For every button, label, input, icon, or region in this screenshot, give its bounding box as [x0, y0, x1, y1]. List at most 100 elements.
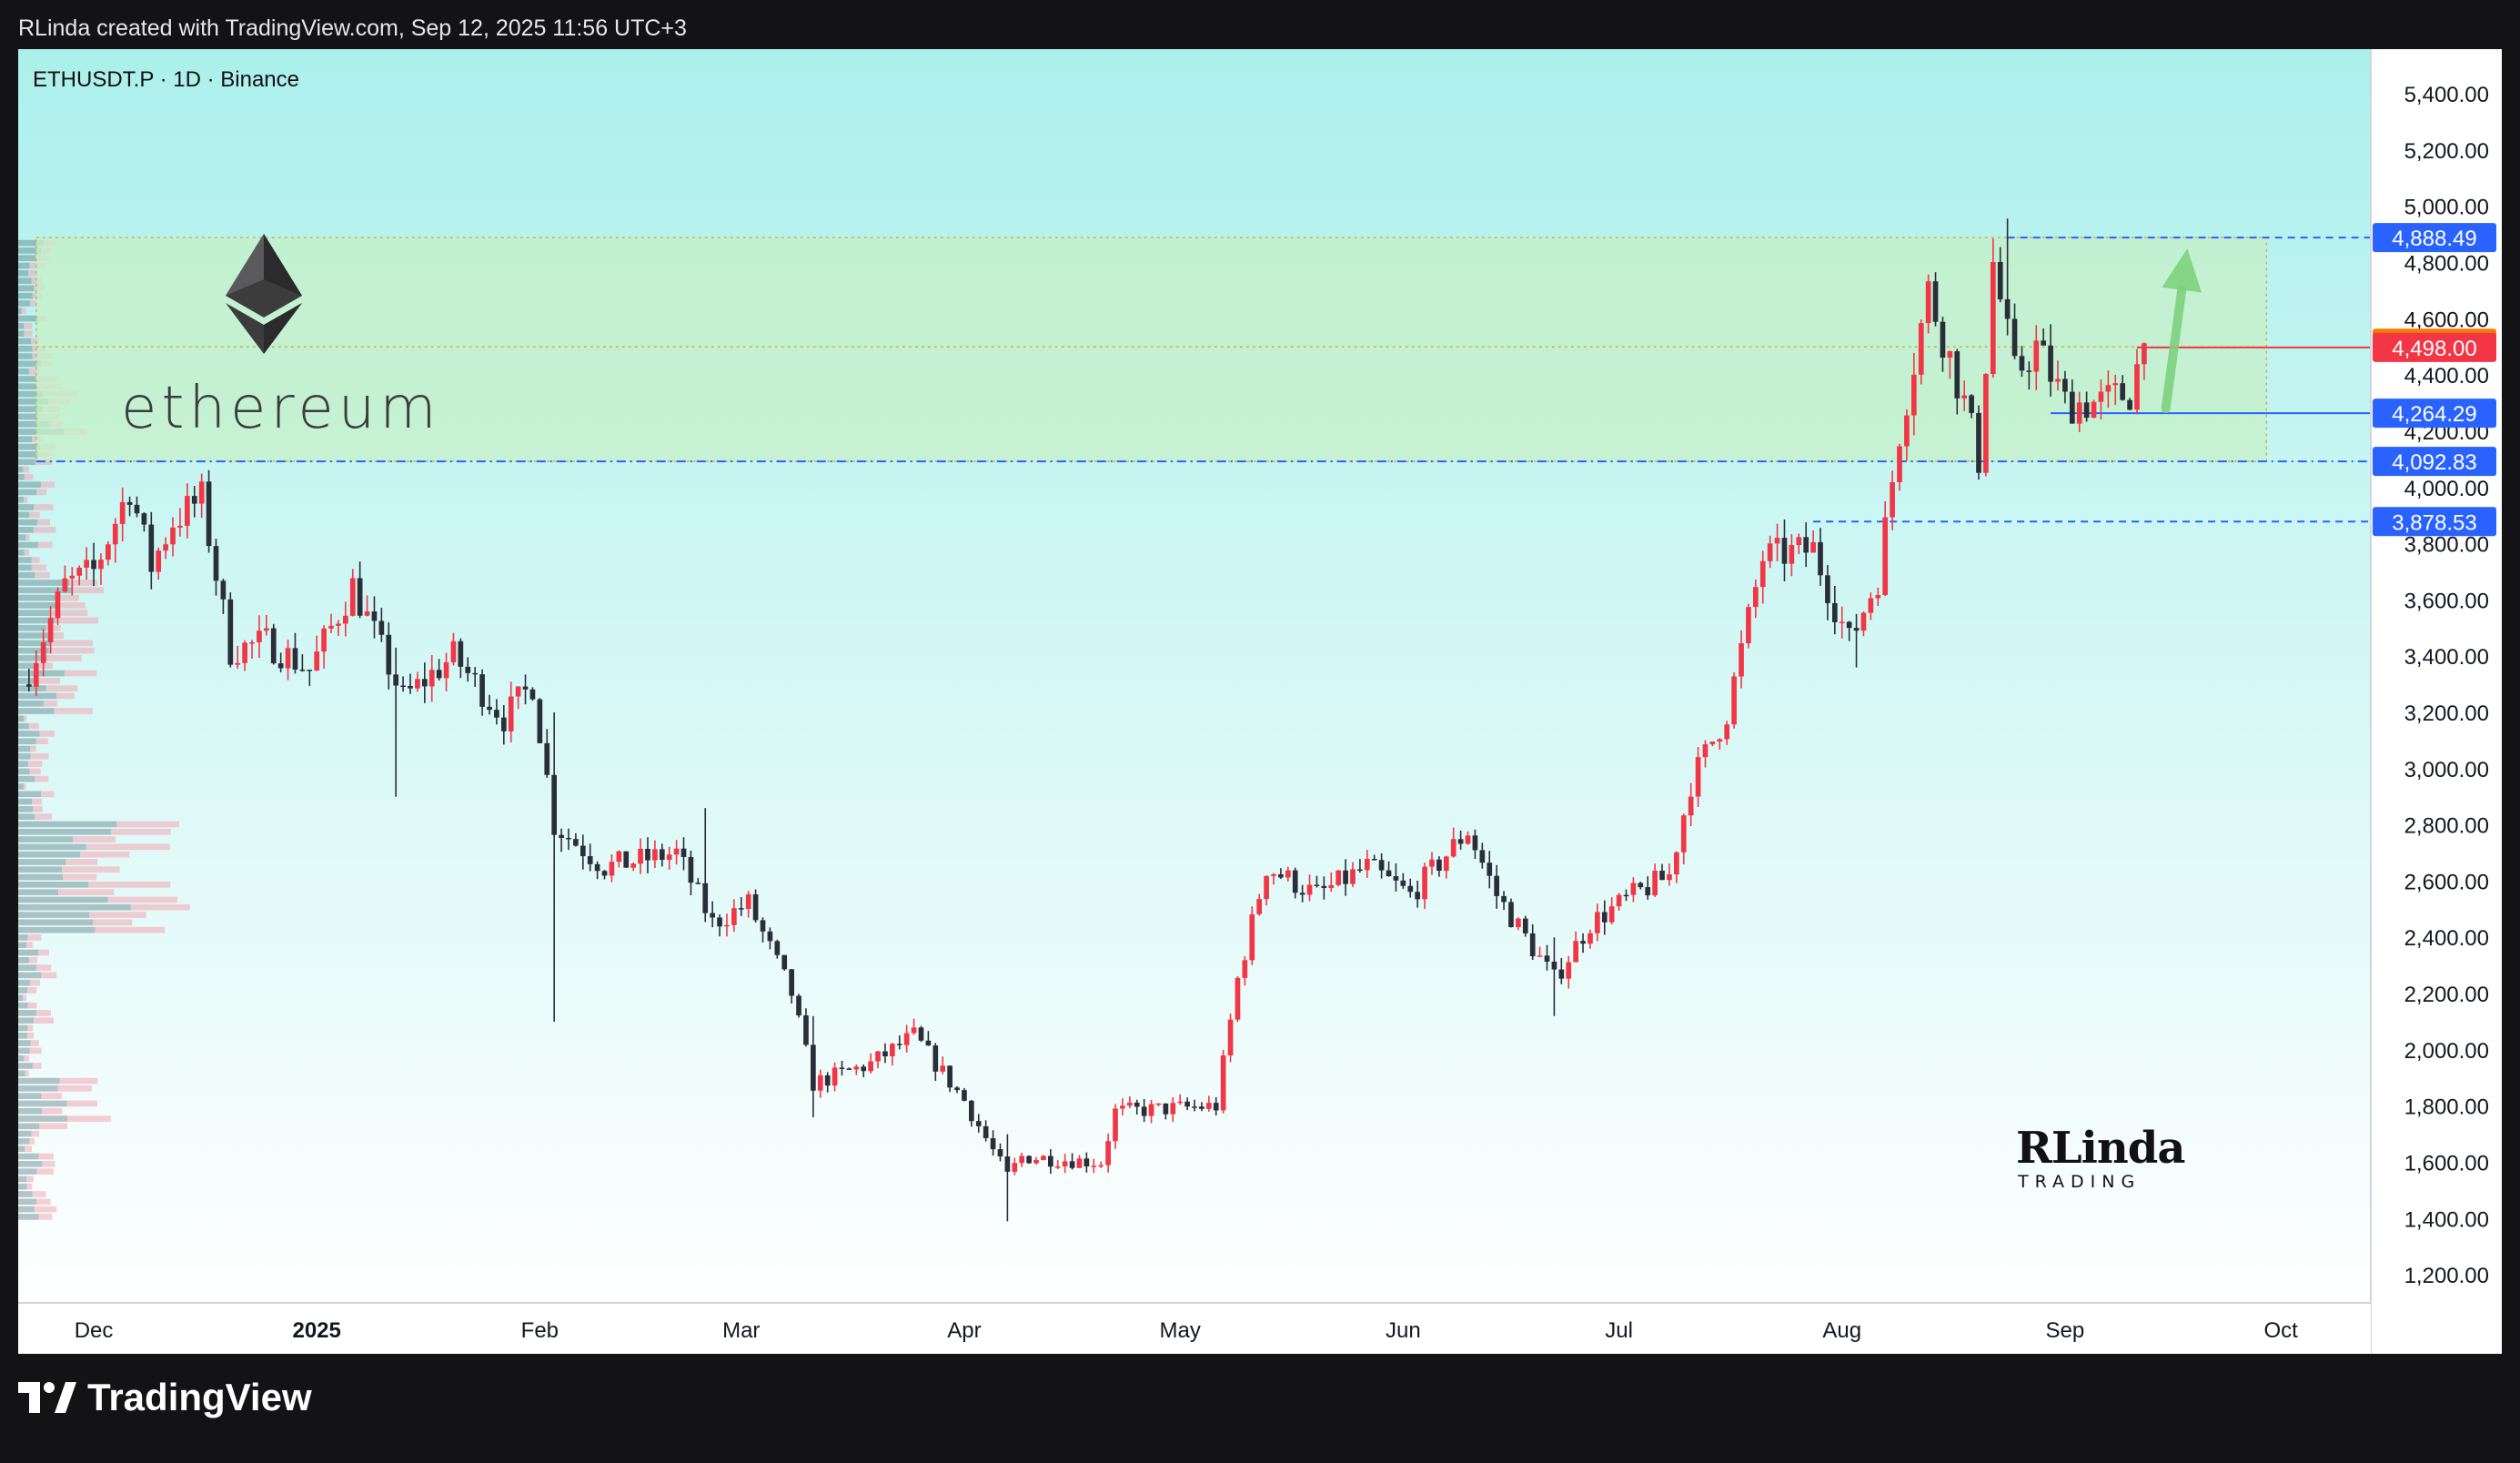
candle — [717, 914, 722, 937]
candle — [2076, 391, 2082, 432]
candle — [566, 828, 571, 851]
volume-profile-row-sell — [49, 610, 88, 616]
candle — [1831, 585, 1838, 635]
price-tick-label: 4,000.00 — [2404, 477, 2489, 501]
candle — [1450, 827, 1457, 858]
candle — [1796, 533, 1802, 555]
candle — [500, 704, 507, 745]
volume-profile-row — [18, 1093, 42, 1099]
volume-profile-row-sell — [42, 1161, 55, 1167]
volume-profile-row — [18, 1017, 35, 1024]
volume-profile-row — [18, 662, 37, 670]
resistance-zone — [35, 237, 2268, 462]
volume-profile-row — [18, 255, 36, 262]
chart-area[interactable]: 1,200.00 1,400.00 1,600.00 1,800.00 2,000.00… — [18, 49, 2502, 1354]
volume-profile-row — [18, 1047, 30, 1054]
tradingview-brand[interactable]: TradingView — [18, 1376, 312, 1419]
candle — [307, 670, 313, 687]
symbol-label[interactable]: ETHUSDT.P · 1D · Binance — [33, 67, 299, 92]
candle — [1940, 317, 1946, 372]
candle — [1278, 868, 1284, 879]
candle — [1724, 721, 1730, 745]
candle — [2127, 398, 2132, 411]
candle — [551, 711, 558, 1022]
candle — [2026, 361, 2032, 390]
candle — [1739, 630, 1744, 689]
candle — [1407, 878, 1414, 898]
volume-profile-row — [18, 836, 74, 842]
volume-profile-row-sell — [35, 571, 50, 579]
candle — [84, 547, 89, 580]
volume-profile-row-sell — [31, 1130, 40, 1137]
candle — [1227, 1013, 1234, 1063]
volume-profile-row-sell — [27, 1002, 37, 1009]
price-tick-label: 2,200.00 — [2404, 983, 2489, 1007]
candle — [1047, 1149, 1053, 1175]
candle — [1235, 975, 1241, 1023]
candle — [357, 561, 363, 619]
candle — [163, 537, 168, 560]
candle — [695, 878, 701, 884]
volume-profile-row — [18, 1024, 28, 1032]
volume-profile-row — [18, 466, 24, 473]
candle — [126, 496, 133, 517]
volume-profile-row-sell — [41, 1093, 62, 1099]
candle — [1220, 1049, 1226, 1114]
price-level-labels: 4,888.494,512.804,498.004,264.294,092.83… — [2373, 223, 2496, 537]
volume-profile-row — [18, 903, 131, 911]
volume-profile-row — [18, 277, 32, 284]
candle — [752, 889, 759, 923]
time-tick-label: May — [1160, 1318, 1201, 1343]
candle — [1472, 829, 1478, 860]
candle — [393, 647, 399, 797]
volume-profile-row-sell — [48, 647, 95, 654]
volume-profile-row-sell — [24, 1054, 30, 1062]
candle — [1148, 1099, 1154, 1124]
volume-profile-row-sell — [35, 775, 49, 782]
candle — [1558, 958, 1565, 984]
candle — [1378, 853, 1385, 879]
candle — [537, 698, 543, 744]
candle — [2069, 379, 2075, 424]
volume-profile-row — [18, 436, 33, 443]
price-tick-label: 3,400.00 — [2404, 645, 2489, 670]
volume-profile-row-sell — [36, 1198, 51, 1206]
candle — [112, 518, 118, 563]
price-levels — [35, 237, 2371, 523]
volume-profile-row-sell — [31, 564, 46, 571]
volume-profile-row — [18, 700, 44, 707]
candle — [2055, 360, 2061, 391]
candle — [1004, 1134, 1011, 1222]
volume-profile-row — [18, 308, 22, 315]
candle — [2019, 346, 2025, 378]
volume-profile-row — [18, 262, 30, 269]
candle — [40, 629, 46, 677]
candle — [1825, 565, 1830, 621]
volume-profile-row-sell — [86, 843, 170, 851]
candle — [443, 652, 449, 691]
volume-profile-row-sell — [34, 1017, 55, 1024]
candle — [1652, 863, 1658, 897]
candle — [1336, 870, 1342, 887]
candle — [321, 625, 327, 669]
candle — [803, 1008, 809, 1047]
volume-profile-row-sell — [36, 662, 53, 670]
candle — [702, 808, 709, 923]
candle — [1522, 915, 1528, 937]
candle — [1422, 863, 1427, 910]
price-tick-label: 1,800.00 — [2404, 1095, 2489, 1120]
volume-profile-row-sell — [24, 549, 29, 556]
candle — [436, 659, 442, 681]
price-chart[interactable]: 1,200.00 1,400.00 1,600.00 1,800.00 2,000.00… — [18, 49, 2502, 1354]
candle — [839, 1060, 845, 1076]
candle — [257, 615, 262, 658]
zone-fill — [35, 237, 2267, 462]
volume-profile-row-sell — [26, 987, 37, 994]
candle — [1746, 603, 1751, 649]
candle — [33, 650, 39, 696]
candle — [1134, 1099, 1140, 1115]
candle — [824, 1072, 831, 1093]
candle — [2004, 218, 2011, 336]
candle — [760, 917, 766, 943]
volume-profile-row — [18, 1077, 60, 1085]
